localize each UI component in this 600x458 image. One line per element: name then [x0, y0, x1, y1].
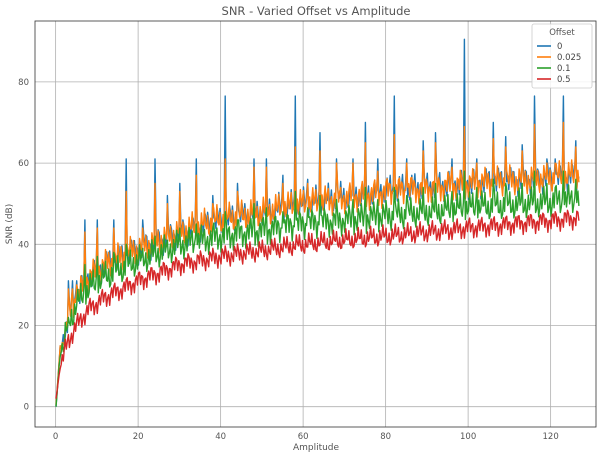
y-tick-label: 40: [18, 240, 29, 250]
y-tick-label: 60: [18, 159, 29, 169]
x-tick-label: 80: [380, 432, 391, 442]
x-tick-label: 0: [53, 432, 58, 442]
series-line-0.5: [55, 209, 580, 399]
series-line-0.1: [55, 170, 580, 407]
x-axis-label: Amplitude: [293, 443, 340, 453]
tick-labels: 0 20 40 60 80 100 120 0 20 40 60 80: [18, 78, 559, 442]
legend-entry: 0.5: [557, 75, 571, 85]
plot-frame: [34, 20, 597, 428]
chart-title: SNR - Varied Offset vs Amplitude: [222, 4, 411, 18]
legend-title: Offset: [549, 28, 575, 38]
x-tick-label: 20: [133, 432, 144, 442]
y-tick-label: 20: [18, 322, 29, 332]
series-line-0.025: [55, 121, 580, 405]
x-tick-label: 100: [460, 432, 476, 442]
series-layer: [55, 38, 580, 407]
x-tick-label: 40: [215, 432, 226, 442]
y-tick-label: 80: [18, 78, 29, 88]
legend-entry: 0.1: [557, 64, 571, 74]
x-tick-label: 120: [543, 432, 559, 442]
legend-entry: 0.025: [557, 53, 581, 63]
legend-entry: 0: [557, 42, 562, 52]
x-tick-label: 60: [298, 432, 309, 442]
y-axis-label: SNR (dB): [5, 204, 15, 244]
y-tick-label: 0: [24, 403, 29, 413]
legend-box: [531, 23, 593, 89]
